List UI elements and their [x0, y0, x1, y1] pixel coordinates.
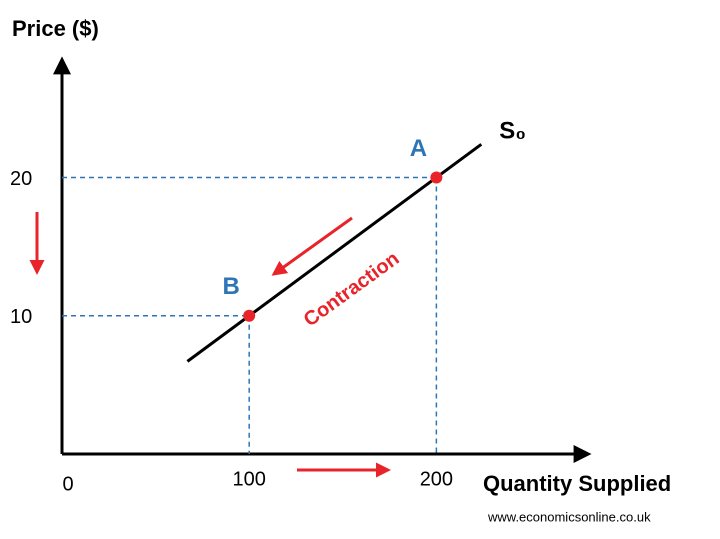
point-label: B — [223, 273, 240, 300]
point-label: A — [410, 135, 427, 162]
point — [430, 171, 443, 184]
y-tick-label: 20 — [10, 168, 32, 190]
x-tick-label: 200 — [420, 468, 453, 490]
point — [243, 309, 256, 322]
x-axis-title: Quantity Supplied — [483, 471, 671, 496]
series-label: S₀ — [499, 118, 526, 145]
arrow-diagonal — [271, 216, 353, 276]
x-tick-label: 100 — [233, 468, 266, 490]
y-axis-title: Price ($) — [12, 16, 99, 41]
source: www.economicsonline.co.uk — [487, 509, 651, 524]
y-tick-label: 10 — [10, 306, 32, 328]
x-tick-label: 0 — [62, 473, 73, 495]
annotation: Contraction — [300, 248, 404, 332]
